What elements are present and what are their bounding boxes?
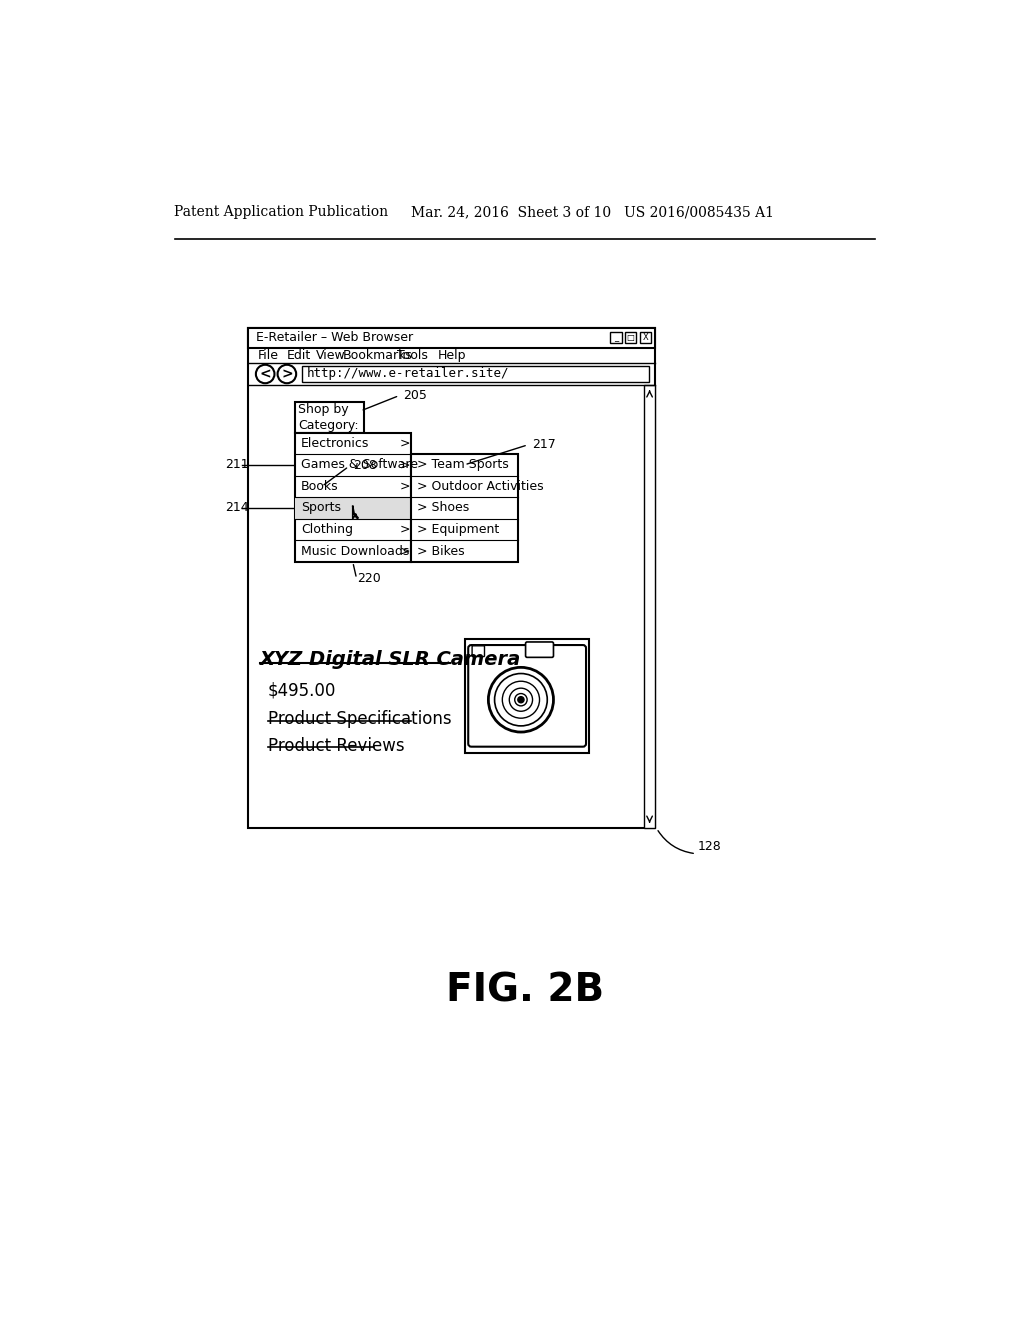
Bar — [248, 327, 655, 348]
Text: _: _ — [613, 334, 618, 342]
Bar — [640, 333, 651, 343]
Text: 208: 208 — [352, 459, 377, 473]
FancyBboxPatch shape — [468, 645, 586, 747]
Text: >: > — [400, 458, 411, 471]
Bar — [644, 385, 655, 829]
Text: > Outdoor Activities: > Outdoor Activities — [417, 480, 544, 492]
Polygon shape — [352, 507, 358, 519]
Bar — [248, 327, 655, 829]
Bar — [625, 333, 636, 343]
Text: Sports: Sports — [301, 502, 341, 515]
Text: Clothing: Clothing — [301, 523, 353, 536]
Text: >: > — [400, 523, 411, 536]
Text: View: View — [315, 348, 345, 362]
Text: > Shoes: > Shoes — [417, 502, 469, 515]
Text: 214: 214 — [225, 502, 249, 513]
Text: http://www.e-retailer.site/: http://www.e-retailer.site/ — [306, 367, 509, 380]
Text: <: < — [259, 367, 271, 381]
Text: US 2016/0085435 A1: US 2016/0085435 A1 — [624, 205, 774, 219]
Text: Bookmarks: Bookmarks — [343, 348, 413, 362]
Text: Product Reviews: Product Reviews — [267, 737, 404, 755]
Text: Music Downloads: Music Downloads — [301, 545, 410, 557]
Text: X: X — [642, 334, 648, 342]
Text: 220: 220 — [356, 572, 380, 585]
Text: 205: 205 — [403, 388, 427, 401]
Text: File: File — [257, 348, 279, 362]
Text: >: > — [281, 367, 293, 381]
Text: 128: 128 — [697, 840, 721, 853]
Text: Books: Books — [301, 480, 339, 492]
Text: FIG. 2B: FIG. 2B — [445, 972, 604, 1008]
Text: $495.00: $495.00 — [267, 681, 336, 700]
Text: Shop by
Category:: Shop by Category: — [299, 403, 359, 432]
Text: Tools: Tools — [397, 348, 428, 362]
Bar — [465, 639, 589, 752]
FancyBboxPatch shape — [472, 645, 484, 656]
Text: Games & Software: Games & Software — [301, 458, 418, 471]
Text: 217: 217 — [531, 438, 556, 451]
Bar — [302, 367, 649, 381]
Circle shape — [518, 697, 524, 702]
FancyBboxPatch shape — [525, 642, 554, 657]
Bar — [295, 433, 411, 562]
Text: 211: 211 — [225, 458, 249, 471]
Text: Help: Help — [438, 348, 467, 362]
Bar — [610, 333, 622, 343]
Text: Edit: Edit — [287, 348, 311, 362]
Bar — [295, 401, 365, 433]
Text: Mar. 24, 2016  Sheet 3 of 10: Mar. 24, 2016 Sheet 3 of 10 — [411, 205, 611, 219]
Bar — [411, 454, 518, 562]
Text: E-Retailer – Web Browser: E-Retailer – Web Browser — [256, 331, 413, 345]
Text: >: > — [400, 437, 411, 450]
Text: XYZ Digital SLR Camera: XYZ Digital SLR Camera — [260, 651, 521, 669]
Text: > Team Sports: > Team Sports — [417, 458, 509, 471]
Text: >: > — [400, 480, 411, 492]
Text: Electronics: Electronics — [301, 437, 370, 450]
Text: Product Specifications: Product Specifications — [267, 710, 452, 729]
Text: > Bikes: > Bikes — [417, 545, 465, 557]
Text: □: □ — [627, 334, 635, 342]
Text: > Equipment: > Equipment — [417, 523, 500, 536]
Bar — [295, 498, 411, 519]
Text: Patent Application Publication: Patent Application Publication — [174, 205, 389, 219]
Text: >: > — [400, 545, 411, 557]
